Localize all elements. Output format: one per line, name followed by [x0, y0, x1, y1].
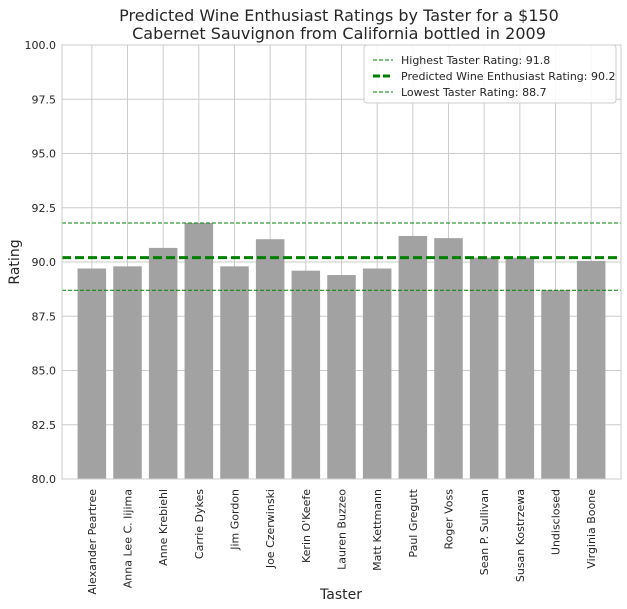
bar	[184, 222, 214, 479]
x-axis-label: Taster	[319, 587, 362, 603]
bar	[541, 290, 570, 479]
x-tick-label: Anne Krebiehl	[157, 489, 170, 566]
x-tick-label: Kerin O'Keefe	[300, 489, 313, 563]
x-tick-label: Susan Kostrzewa	[514, 489, 527, 582]
bar	[77, 268, 107, 479]
legend-label: Predicted Wine Enthusiast Rating: 90.2	[401, 70, 615, 83]
y-tick-label: 100.0	[25, 39, 57, 52]
x-tick-label: Jim Gordon	[229, 489, 242, 551]
bar	[398, 235, 428, 479]
x-tick-label: Paul Gregutt	[407, 488, 420, 557]
y-ticks: 80.0 82.5 85.0 87.5 90.0 92.5 95.0 97.5 100.0	[25, 39, 57, 486]
legend-items: Highest Taster Rating: 91.8 Predicted Win…	[373, 54, 615, 99]
chart-title-line-2: Cabernet Sauvignon from California bottl…	[132, 24, 546, 43]
x-tick-label: Undisclosed	[550, 489, 563, 555]
legend-label: Highest Taster Rating: 91.8	[401, 54, 550, 67]
y-tick-label: 97.5	[32, 93, 57, 106]
x-tick-label: Sean P. Sullivan	[478, 489, 491, 575]
bar	[576, 260, 606, 479]
bar	[220, 266, 249, 479]
bar	[362, 268, 392, 479]
legend-label: Lowest Taster Rating: 88.7	[401, 86, 547, 99]
bar	[291, 270, 321, 479]
legend-box	[363, 44, 617, 104]
y-tick-label: 85.0	[32, 365, 57, 378]
bar	[469, 257, 499, 479]
y-tick-label: 82.5	[32, 419, 57, 432]
reference-lines	[62, 222, 621, 291]
bar	[148, 247, 178, 479]
x-tick-label: Anna Lee C. Iijima	[122, 489, 135, 588]
bar	[434, 238, 463, 479]
y-tick-label: 80.0	[32, 473, 57, 486]
x-tick-label: Alexander Peartree	[86, 489, 99, 595]
y-tick-label: 90.0	[32, 256, 57, 269]
y-tick-label: 95.0	[32, 148, 57, 161]
bars	[77, 222, 606, 479]
x-tick-label: Lauren Buzzeo	[336, 489, 349, 570]
chart-title-line-1: Predicted Wine Enthusiast Ratings by Tas…	[119, 6, 559, 25]
x-ticks: Alexander Peartree Anna Lee C. Iijima Anne…	[86, 488, 598, 594]
bar	[255, 239, 285, 479]
x-tick-label: Matt Kettmann	[371, 489, 384, 571]
x-tick-label: Joe Czerwinski	[264, 489, 277, 569]
bar	[505, 257, 535, 479]
y-tick-label: 87.5	[32, 310, 57, 323]
y-axis-label: Rating	[7, 239, 23, 284]
bar	[113, 266, 142, 479]
legend: Highest Taster Rating: 91.8 Predicted Win…	[363, 44, 617, 104]
plot-frame	[61, 44, 622, 480]
x-tick-label: Carrie Dykes	[193, 489, 206, 559]
y-tick-label: 92.5	[32, 202, 57, 215]
bar	[327, 275, 356, 479]
x-tick-label: Roger Voss	[443, 489, 456, 550]
x-tick-label: Virginia Boone	[585, 489, 598, 569]
